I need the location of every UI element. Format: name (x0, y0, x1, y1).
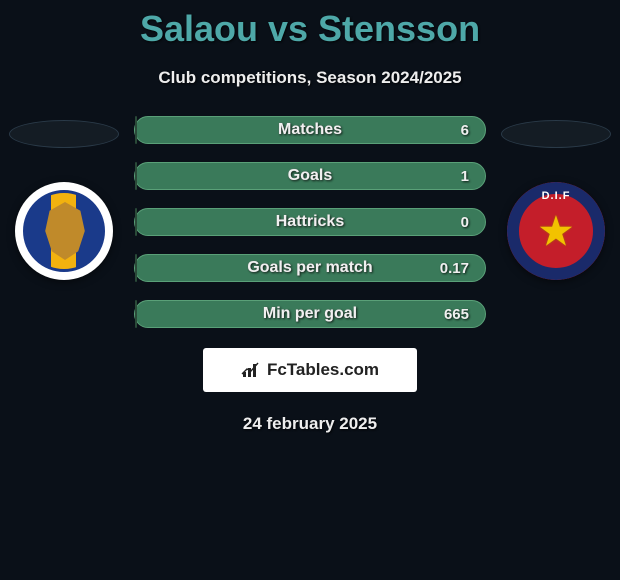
stat-value: 665 (444, 306, 469, 323)
brand-badge[interactable]: FcTables.com (203, 348, 417, 392)
brand-text: FcTables.com (267, 360, 379, 380)
stat-label: Matches (135, 121, 485, 139)
left-side (4, 116, 124, 280)
subtitle: Club competitions, Season 2024/2025 (0, 50, 620, 88)
page-title: Salaou vs Stensson (0, 0, 620, 50)
stat-label: Goals (135, 167, 485, 185)
bar-chart-icon (241, 362, 261, 378)
stat-bar: Goals1 (134, 162, 486, 190)
stat-label: Hattricks (135, 213, 485, 231)
stat-bar-left-fill (135, 300, 137, 328)
stat-bar-left-fill (135, 208, 137, 236)
star-icon: ★ (537, 207, 575, 256)
stats-bars: Matches6Goals1Hattricks0Goals per match0… (124, 116, 496, 328)
right-side: D.I.F ★ (496, 116, 616, 280)
stat-bar-left-fill (135, 254, 137, 282)
stat-label: Min per goal (135, 305, 485, 323)
crest-text: D.I.F (507, 190, 605, 202)
stat-value: 6 (461, 122, 469, 139)
left-club-crest (15, 182, 113, 280)
stat-bar: Matches6 (134, 116, 486, 144)
stat-bar: Min per goal665 (134, 300, 486, 328)
stat-value: 0.17 (440, 260, 469, 277)
stat-bar: Hattricks0 (134, 208, 486, 236)
stat-bar: Goals per match0.17 (134, 254, 486, 282)
stat-value: 0 (461, 214, 469, 231)
stat-label: Goals per match (135, 259, 485, 277)
comparison-layout: Matches6Goals1Hattricks0Goals per match0… (0, 116, 620, 328)
date-label: 24 february 2025 (0, 414, 620, 434)
stat-bar-left-fill (135, 162, 137, 190)
right-player-ellipse (501, 120, 611, 148)
stat-value: 1 (461, 168, 469, 185)
right-club-crest: D.I.F ★ (507, 182, 605, 280)
stat-bar-left-fill (135, 116, 137, 144)
left-player-ellipse (9, 120, 119, 148)
